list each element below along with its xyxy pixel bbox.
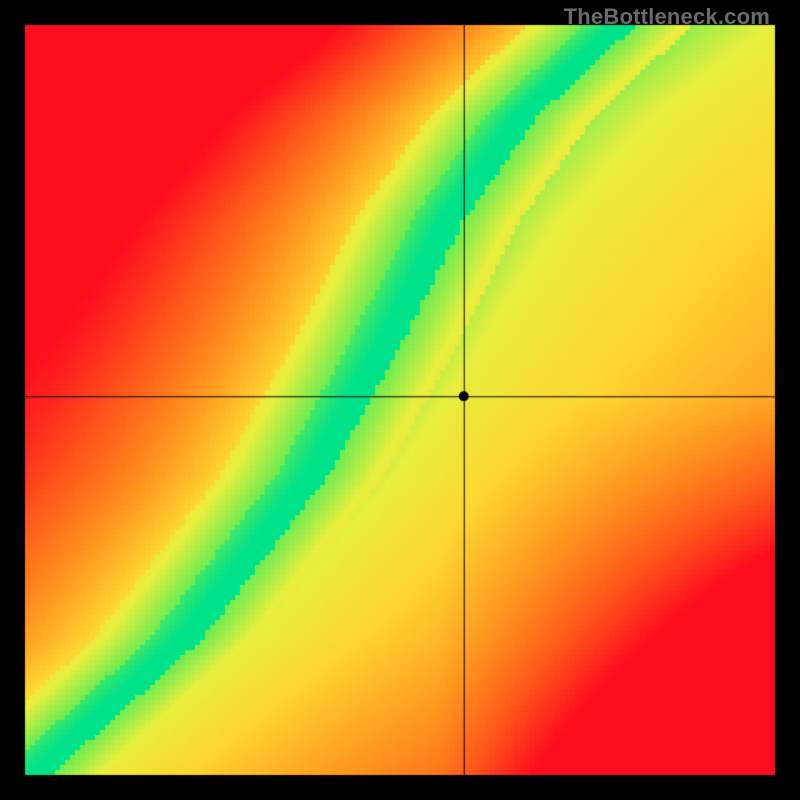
watermark-text: TheBottleneck.com	[564, 4, 770, 30]
chart-frame: TheBottleneck.com	[0, 0, 800, 800]
bottleneck-heatmap	[0, 0, 800, 800]
